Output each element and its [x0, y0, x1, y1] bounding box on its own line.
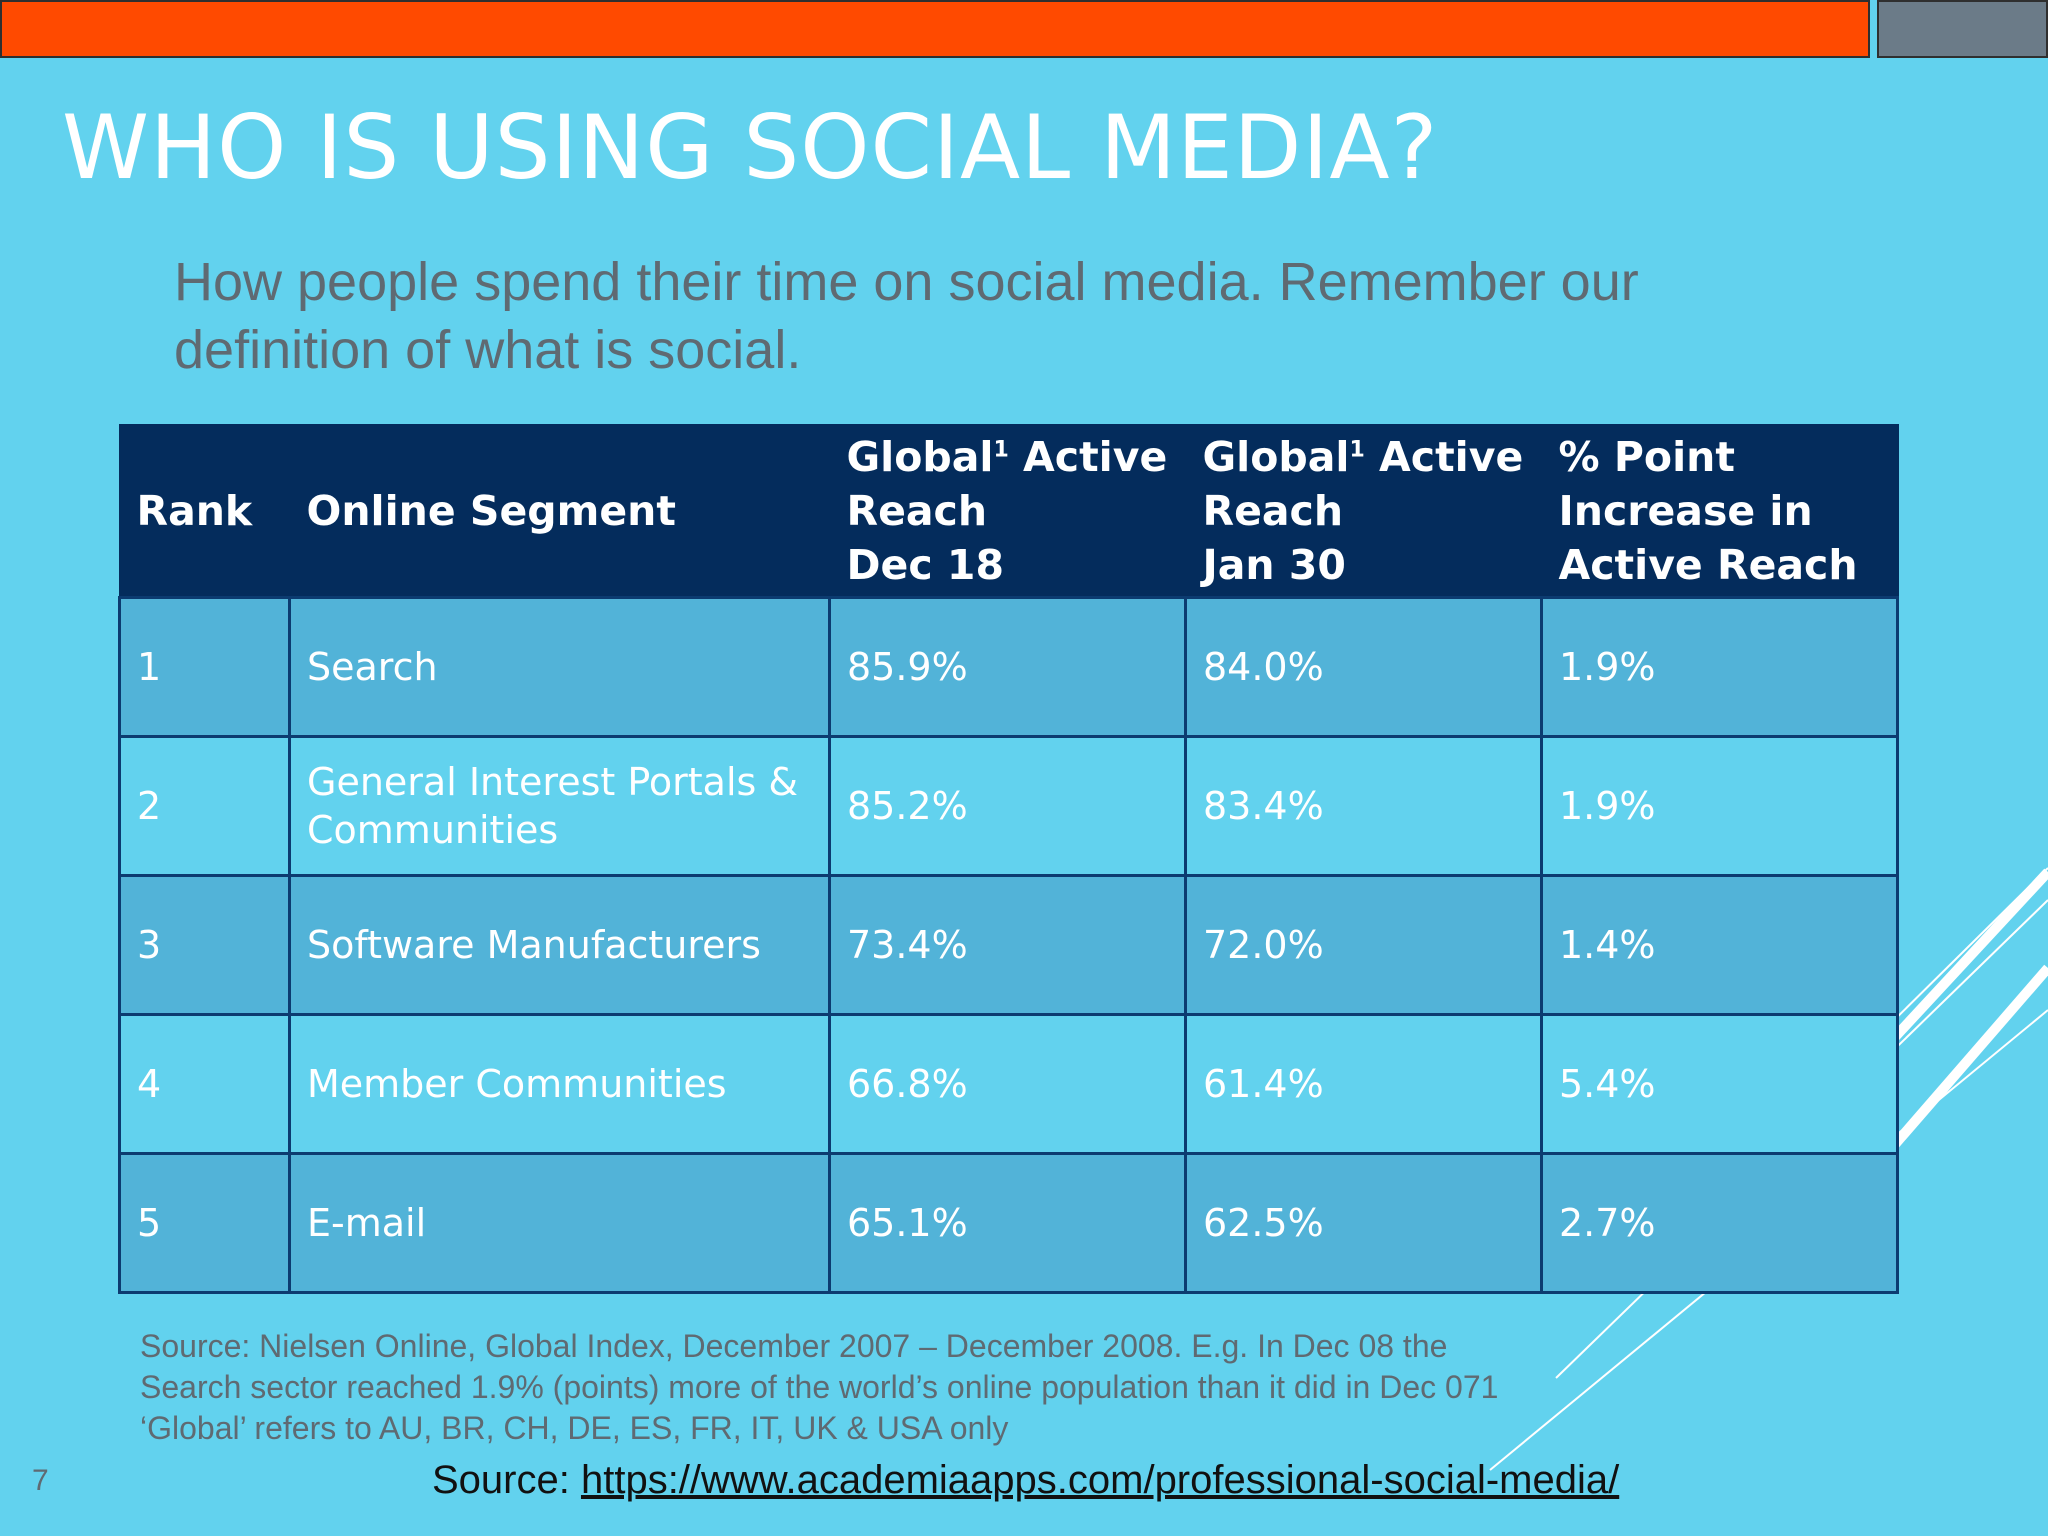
top-accent-bar-right: [1877, 0, 2048, 58]
cell-segment: Search: [288, 596, 831, 738]
cell-increase: 1.9%: [1540, 596, 1899, 738]
table-row: 2 General Interest Portals & Communities…: [118, 735, 1899, 877]
cell-increase: 1.4%: [1540, 874, 1899, 1016]
cell-jan-reach: 61.4%: [1184, 1013, 1543, 1155]
source-note: Source: Nielsen Online, Global Index, De…: [140, 1328, 1499, 1446]
cell-jan-reach: 62.5%: [1184, 1152, 1543, 1294]
cell-jan-reach: 83.4%: [1184, 735, 1543, 877]
table-row: 3 Software Manufacturers 73.4% 72.0% 1.4…: [118, 874, 1899, 1016]
cell-rank: 2: [118, 735, 291, 877]
footnote-marker: 1: [993, 437, 1009, 463]
cell-dec-reach: 65.1%: [828, 1152, 1187, 1294]
cell-jan-reach: 84.0%: [1184, 596, 1543, 738]
footer-source: Source: https://www.academiaapps.com/pro…: [432, 1458, 1619, 1503]
footnote-marker: 1: [1349, 437, 1365, 463]
source-link[interactable]: https://www.academiaapps.com/professiona…: [580, 1458, 1620, 1502]
cell-dec-reach: 73.4%: [828, 874, 1187, 1016]
cell-rank: 4: [118, 1013, 291, 1155]
cell-segment: Software Manufacturers: [288, 874, 831, 1016]
slide-subtitle: How people spend their time on social me…: [174, 252, 1639, 380]
top-accent-bar: [0, 0, 1870, 58]
header-rank: Rank: [118, 424, 291, 599]
cell-dec-reach: 85.2%: [828, 735, 1187, 877]
cell-jan-reach: 72.0%: [1184, 874, 1543, 1016]
header-dec-reach: Global1 Active Reach Dec 18: [828, 424, 1187, 599]
page-number: 7: [32, 1464, 49, 1497]
cell-increase: 1.9%: [1540, 735, 1899, 877]
header-segment: Online Segment: [288, 424, 831, 599]
cell-increase: 5.4%: [1540, 1013, 1899, 1155]
table-row: 1 Search 85.9% 84.0% 1.9%: [118, 596, 1899, 738]
reach-table: Rank Online Segment Global1 Active Reach…: [118, 424, 1899, 1294]
cell-segment: General Interest Portals & Communities: [288, 735, 831, 877]
cell-rank: 5: [118, 1152, 291, 1294]
header-jan-reach: Global1 Active Reach Jan 30: [1184, 424, 1543, 599]
cell-dec-reach: 85.9%: [828, 596, 1187, 738]
table-row: 5 E-mail 65.1% 62.5% 2.7%: [118, 1152, 1899, 1294]
cell-increase: 2.7%: [1540, 1152, 1899, 1294]
cell-rank: 1: [118, 596, 291, 738]
header-increase: % Point Increase in Active Reach: [1540, 424, 1899, 599]
cell-segment: Member Communities: [288, 1013, 831, 1155]
cell-rank: 3: [118, 874, 291, 1016]
footer-source-label: Source:: [432, 1458, 581, 1502]
slide-title: WHO IS USING SOCIAL MEDIA?: [62, 96, 1439, 199]
table-header-row: Rank Online Segment Global1 Active Reach…: [118, 424, 1899, 599]
cell-dec-reach: 66.8%: [828, 1013, 1187, 1155]
table-row: 4 Member Communities 66.8% 61.4% 5.4%: [118, 1013, 1899, 1155]
cell-segment: E-mail: [288, 1152, 831, 1294]
